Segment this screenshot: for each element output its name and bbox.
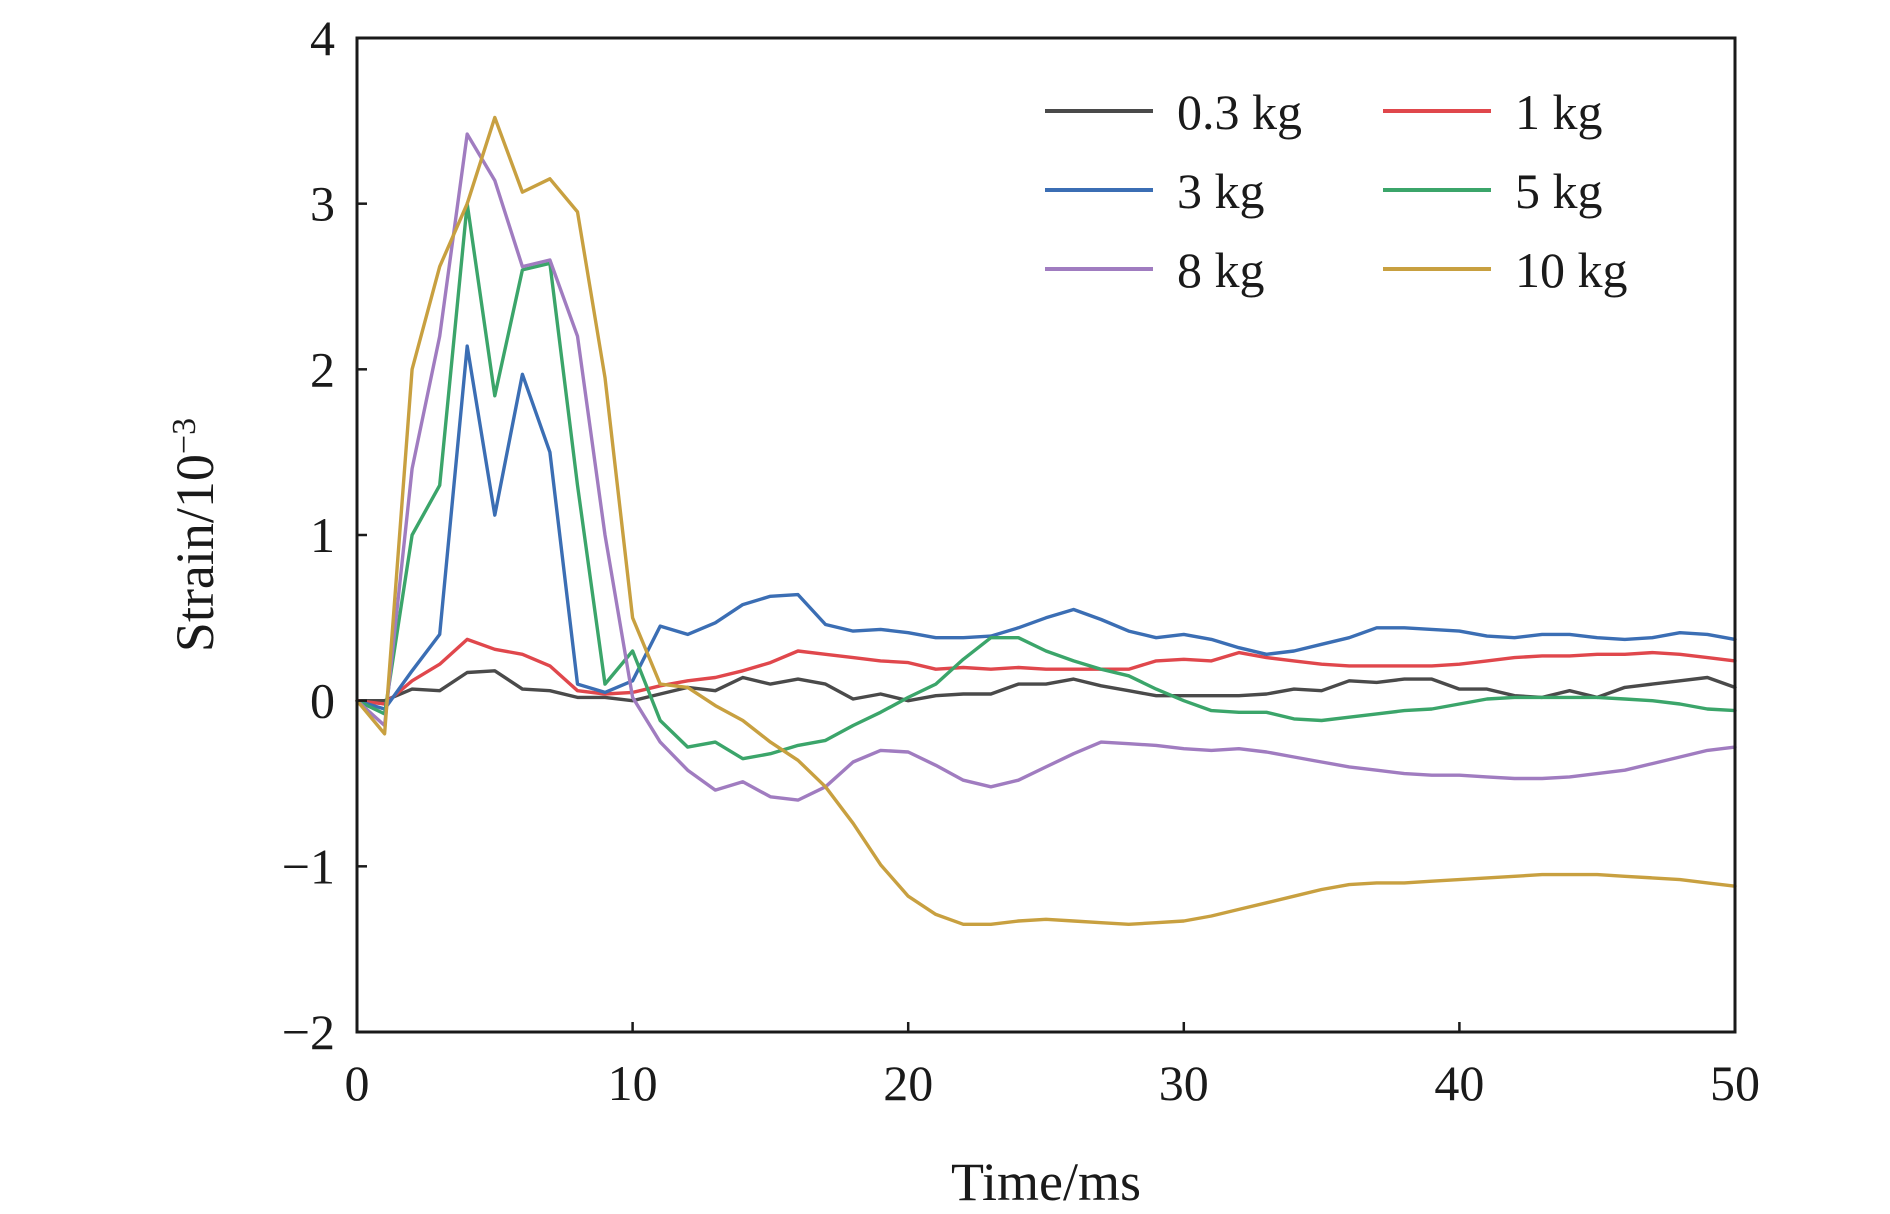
y-tick-label: 1 — [310, 507, 335, 563]
series-line-0-3-kg — [355, 669, 1737, 703]
legend-label-0-3-kg: 0.3 kg — [1177, 84, 1302, 140]
y-axis-label-exponent: −3 — [166, 418, 203, 454]
y-tick-label: 3 — [310, 176, 335, 232]
y-tick-label: 4 — [310, 10, 335, 66]
legend-label-5-kg: 5 kg — [1515, 163, 1603, 219]
x-tick-label: 30 — [1159, 1055, 1209, 1111]
x-tick-label: 40 — [1434, 1055, 1484, 1111]
x-tick-label: 20 — [883, 1055, 933, 1111]
x-tick-label: 50 — [1710, 1055, 1760, 1111]
legend-label-10-kg: 10 kg — [1515, 242, 1628, 298]
ticks-layer: 0 10 20 30 40 50 −2 −1 0 1 2 3 4 — [282, 10, 1760, 1111]
y-axis-label: Strain/10−3 — [165, 418, 225, 652]
series-line-1-kg — [355, 637, 1737, 706]
legend: 0.3 kg 1 kg 3 kg 5 kg 8 kg 10 kg — [1045, 84, 1628, 298]
legend-label-8-kg: 8 kg — [1177, 242, 1265, 298]
legend-label-1-kg: 1 kg — [1515, 84, 1603, 140]
y-tick-label: 2 — [310, 341, 335, 397]
series-line-8-kg — [355, 132, 1737, 802]
legend-label-3-kg: 3 kg — [1177, 163, 1265, 219]
x-tick-label: 0 — [345, 1055, 370, 1111]
series-line-3-kg — [355, 344, 1737, 711]
y-axis-label-base: Strain/10 — [165, 454, 225, 652]
x-tick-label: 10 — [608, 1055, 658, 1111]
series-line-10-kg — [355, 115, 1737, 926]
x-axis-label: Time/ms — [951, 1152, 1141, 1212]
series-layer — [355, 115, 1737, 926]
y-tick-label: −2 — [282, 1004, 335, 1060]
y-tick-label: −1 — [282, 838, 335, 894]
series-line-5-kg — [355, 202, 1737, 761]
y-tick-label: 0 — [310, 673, 335, 729]
